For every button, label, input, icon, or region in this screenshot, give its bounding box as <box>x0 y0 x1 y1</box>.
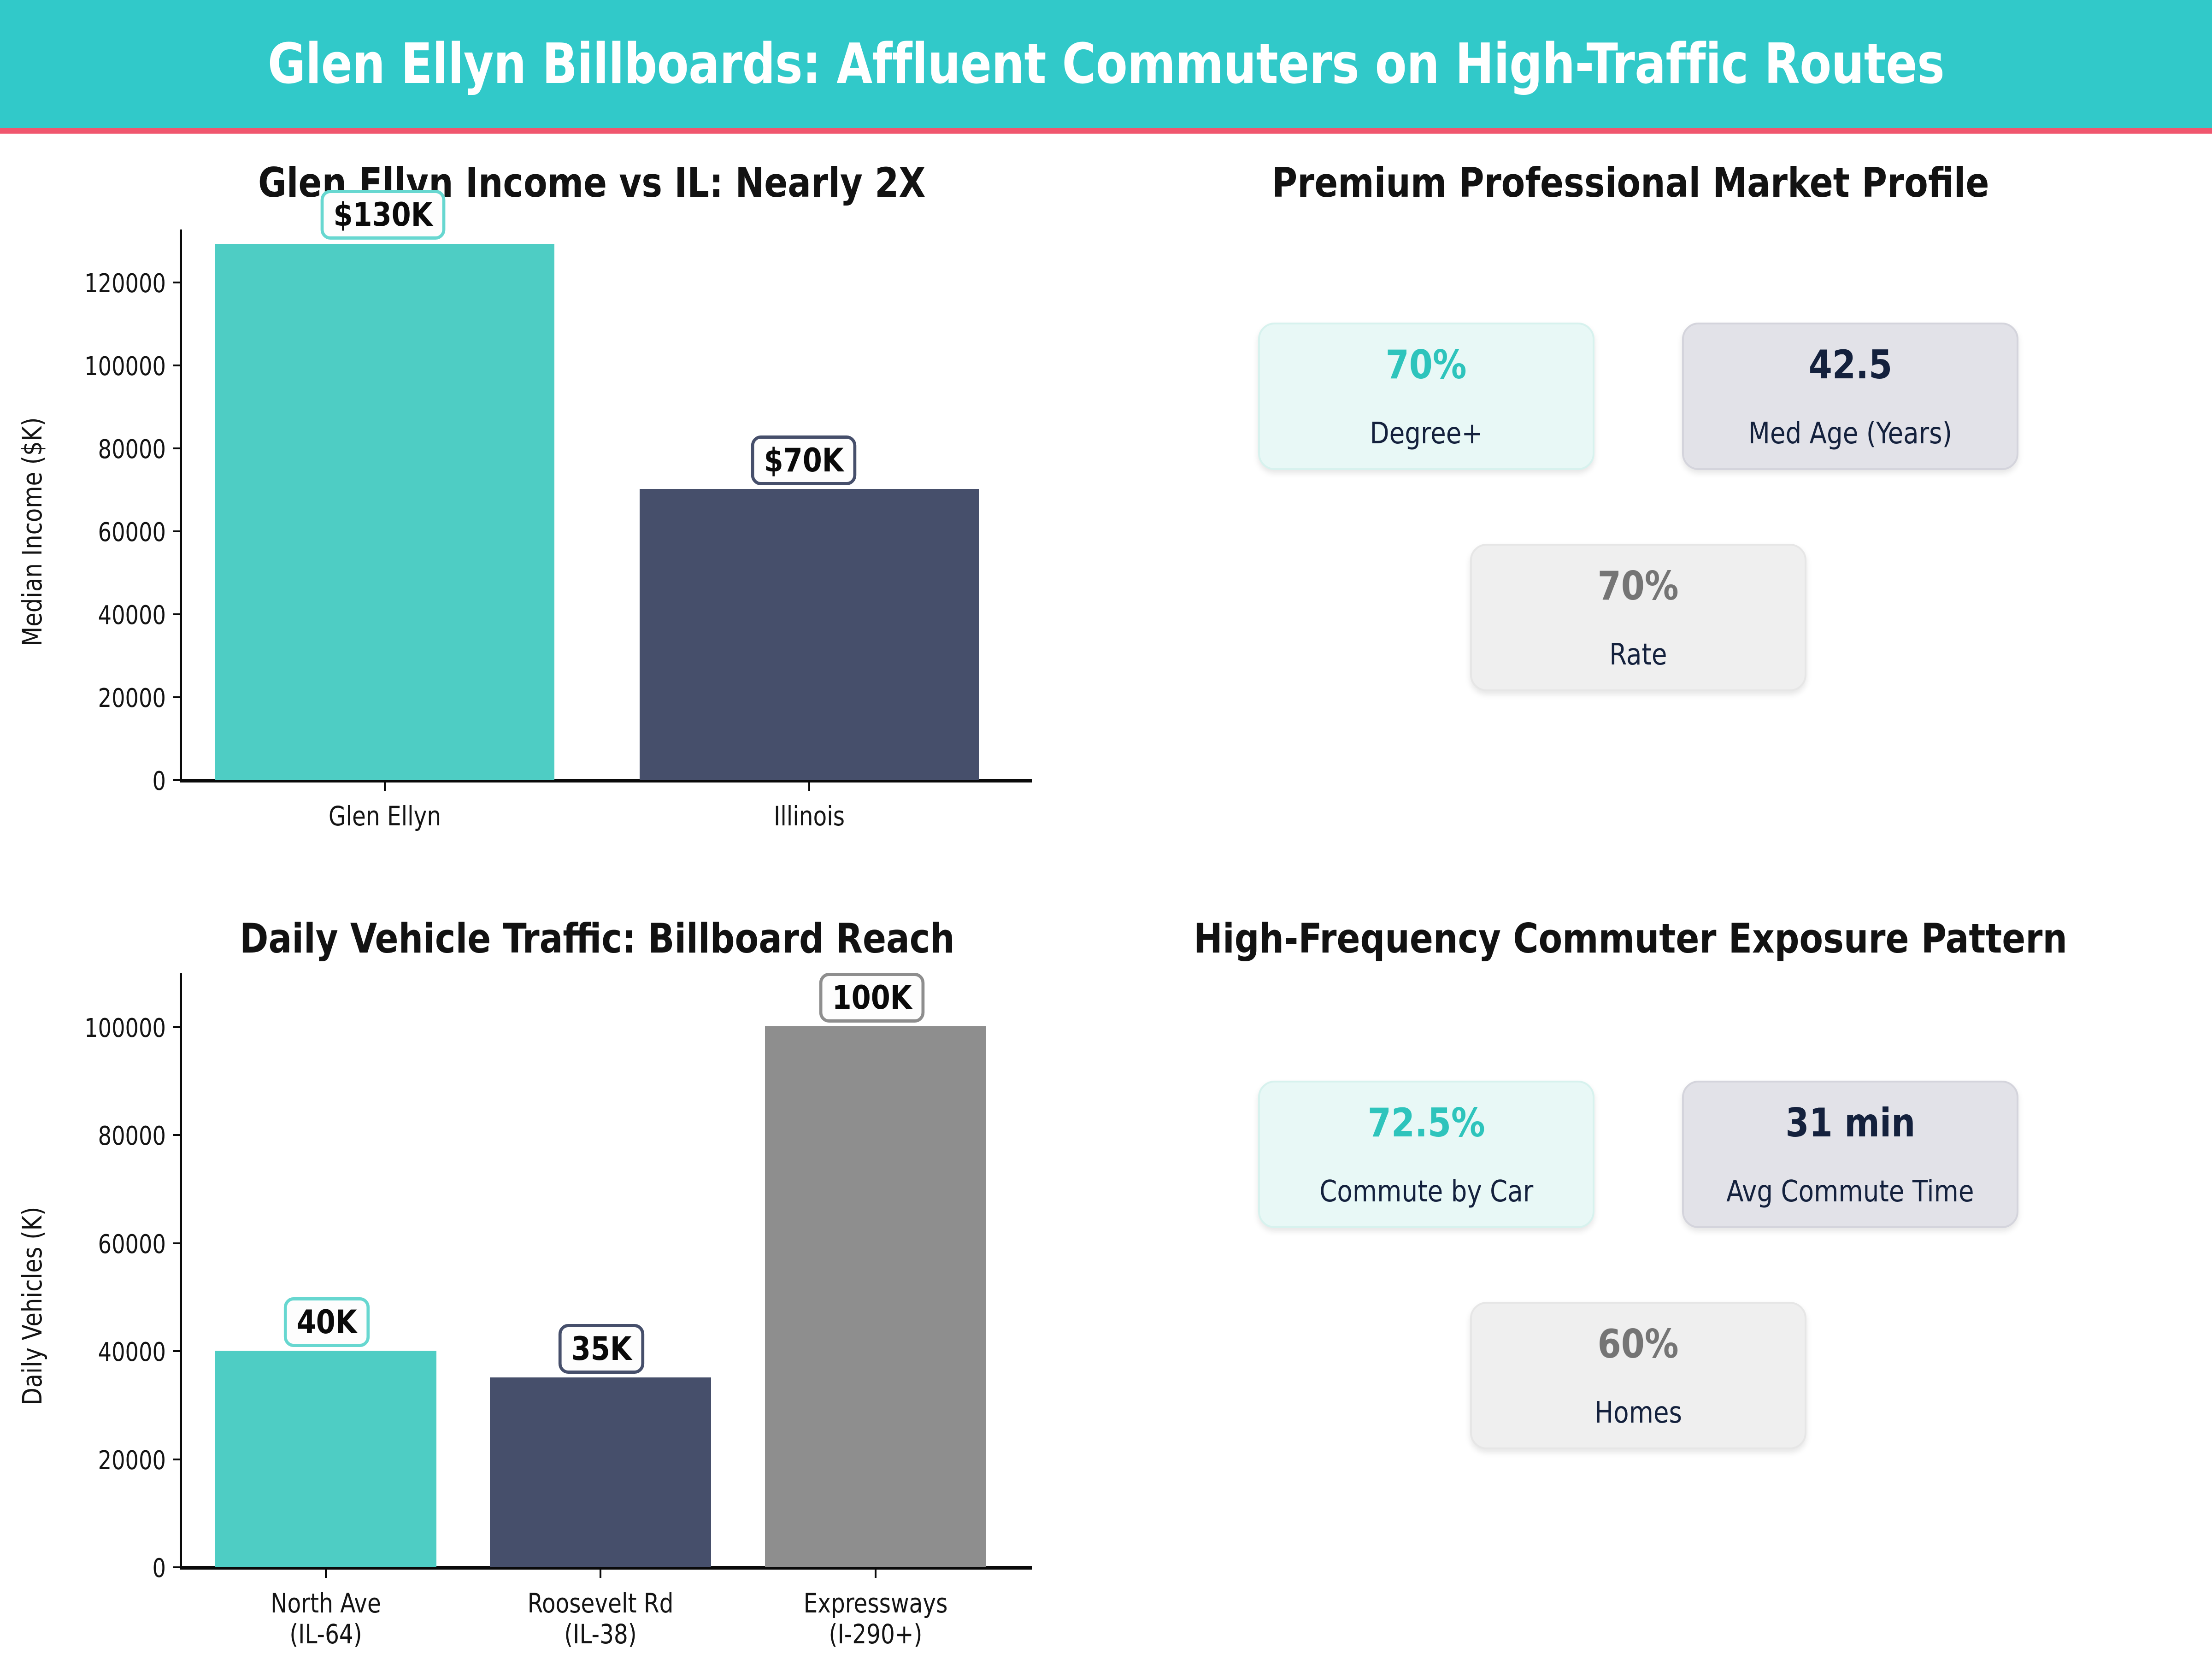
income-ytick-label: 40000 <box>98 600 166 630</box>
traffic-ytick-label: 40000 <box>98 1337 166 1367</box>
profile-card-median-age-value: 42.5 <box>1808 342 1892 388</box>
income-bar-label-glen-ellyn: $130K <box>320 190 446 240</box>
traffic-x-axis <box>180 1566 1032 1570</box>
traffic-bar-expressways[interactable] <box>765 1026 986 1567</box>
traffic-xtick-line2: (IL-38) <box>564 1618 637 1650</box>
income-xtick-0 <box>384 782 386 791</box>
income-bar-chart: 0 20000 40000 60000 80000 100000 120000 … <box>0 190 1106 831</box>
traffic-xtick-line2: (I-290+) <box>829 1618 923 1650</box>
income-ytick-80000 <box>173 447 180 449</box>
traffic-ytick-60000 <box>173 1242 180 1244</box>
traffic-bar-north-ave[interactable] <box>215 1351 436 1567</box>
income-ytick-label: 120000 <box>84 269 166 299</box>
exposure-card-commute-by-car[interactable]: 72.5% Commute by Car <box>1258 1081 1594 1228</box>
traffic-ytick-80000 <box>173 1134 180 1136</box>
income-xtick-1 <box>808 782 810 791</box>
traffic-xtick-label: North Ave (IL-64) <box>197 1588 454 1649</box>
traffic-bar-label-north-ave: 40K <box>283 1297 370 1347</box>
traffic-ytick-100000 <box>173 1026 180 1028</box>
income-ytick-100000 <box>173 365 180 366</box>
traffic-ytick-label: 0 <box>152 1553 166 1583</box>
traffic-bar-label-expressways: 100K <box>819 973 925 1023</box>
exposure-card-avg-commute-time-value: 31 min <box>1785 1100 1915 1146</box>
traffic-ytick-label: 60000 <box>98 1230 166 1259</box>
income-y-axis-title: Median Income ($K) <box>17 417 48 647</box>
traffic-xtick-0 <box>325 1570 327 1578</box>
income-ytick-40000 <box>173 613 180 615</box>
traffic-xtick-label: Expressways (I-290+) <box>747 1588 1004 1649</box>
profile-card-median-age-label: Med Age (Years) <box>1748 417 1953 451</box>
income-x-axis <box>180 779 1032 782</box>
income-ytick-label: 0 <box>152 766 166 796</box>
exposure-card-homes-label: Homes <box>1594 1396 1683 1430</box>
exposure-card-avg-commute-time[interactable]: 31 min Avg Commute Time <box>1682 1081 2018 1228</box>
profile-card-degree-value: 70% <box>1386 342 1467 388</box>
income-y-axis <box>180 229 182 780</box>
header-accent-rule <box>0 128 2212 134</box>
traffic-bar-label-roosevelt-rd: 35K <box>558 1324 645 1374</box>
profile-card-degree[interactable]: 70% Degree+ <box>1258 323 1594 470</box>
exposure-card-homes-value: 60% <box>1598 1321 1679 1367</box>
profile-card-rate[interactable]: 70% Rate <box>1470 544 1806 691</box>
income-ytick-label: 20000 <box>98 683 166 713</box>
income-ytick-120000 <box>173 282 180 283</box>
profile-card-median-age[interactable]: 42.5 Med Age (Years) <box>1682 323 2018 470</box>
page-title: Glen Ellyn Billboards: Affluent Commuter… <box>267 32 1945 96</box>
profile-card-rate-value: 70% <box>1598 563 1679 609</box>
income-xtick-label: Glen Ellyn <box>328 800 441 832</box>
traffic-ytick-label: 20000 <box>98 1446 166 1476</box>
exposure-card-commute-by-car-value: 72.5% <box>1367 1100 1485 1146</box>
traffic-chart-title: Daily Vehicle Traffic: Billboard Reach <box>240 915 955 962</box>
header-banner: Glen Ellyn Billboards: Affluent Commuter… <box>0 0 2212 128</box>
traffic-xtick-2 <box>875 1570 877 1578</box>
traffic-ytick-0 <box>173 1566 180 1568</box>
income-ytick-label: 60000 <box>98 518 166 547</box>
traffic-xtick-line1: Roosevelt Rd <box>527 1588 674 1619</box>
traffic-ytick-label: 100000 <box>84 1013 166 1043</box>
income-ytick-label: 80000 <box>98 435 166 465</box>
income-bar-illinois[interactable] <box>640 489 979 780</box>
traffic-y-axis <box>180 973 182 1568</box>
traffic-xtick-line2: (IL-64) <box>289 1618 362 1650</box>
traffic-bar-roosevelt-rd[interactable] <box>490 1377 711 1567</box>
traffic-xtick-line1: North Ave <box>271 1588 381 1619</box>
traffic-y-axis-title: Daily Vehicles (K) <box>17 1206 48 1406</box>
traffic-xtick-line1: Expressways <box>803 1588 948 1619</box>
traffic-ytick-40000 <box>173 1350 180 1352</box>
income-bar-label-illinois: $70K <box>751 435 857 485</box>
traffic-xtick-1 <box>600 1570 601 1578</box>
traffic-xtick-label: Roosevelt Rd (IL-38) <box>472 1588 729 1649</box>
traffic-bar-chart: 0 20000 40000 60000 80000 100000 Daily V… <box>0 949 1106 1649</box>
income-ytick-60000 <box>173 530 180 532</box>
income-xtick-label: Illinois <box>774 800 845 832</box>
income-ytick-label: 100000 <box>84 352 166 382</box>
income-bar-glen-ellyn[interactable] <box>215 244 554 780</box>
exposure-card-commute-by-car-label: Commute by Car <box>1319 1175 1534 1209</box>
profile-panel-title: Premium Professional Market Profile <box>1272 159 1989 206</box>
exposure-card-avg-commute-time-label: Avg Commute Time <box>1726 1175 1974 1209</box>
income-ytick-20000 <box>173 696 180 698</box>
traffic-ytick-label: 80000 <box>98 1121 166 1151</box>
profile-card-rate-label: Rate <box>1609 638 1667 672</box>
traffic-ytick-20000 <box>173 1459 180 1460</box>
income-ytick-0 <box>173 779 180 781</box>
exposure-card-homes[interactable]: 60% Homes <box>1470 1302 1806 1449</box>
profile-card-degree-label: Degree+ <box>1370 417 1483 451</box>
exposure-panel-title: High-Frequency Commuter Exposure Pattern <box>1194 915 2067 962</box>
